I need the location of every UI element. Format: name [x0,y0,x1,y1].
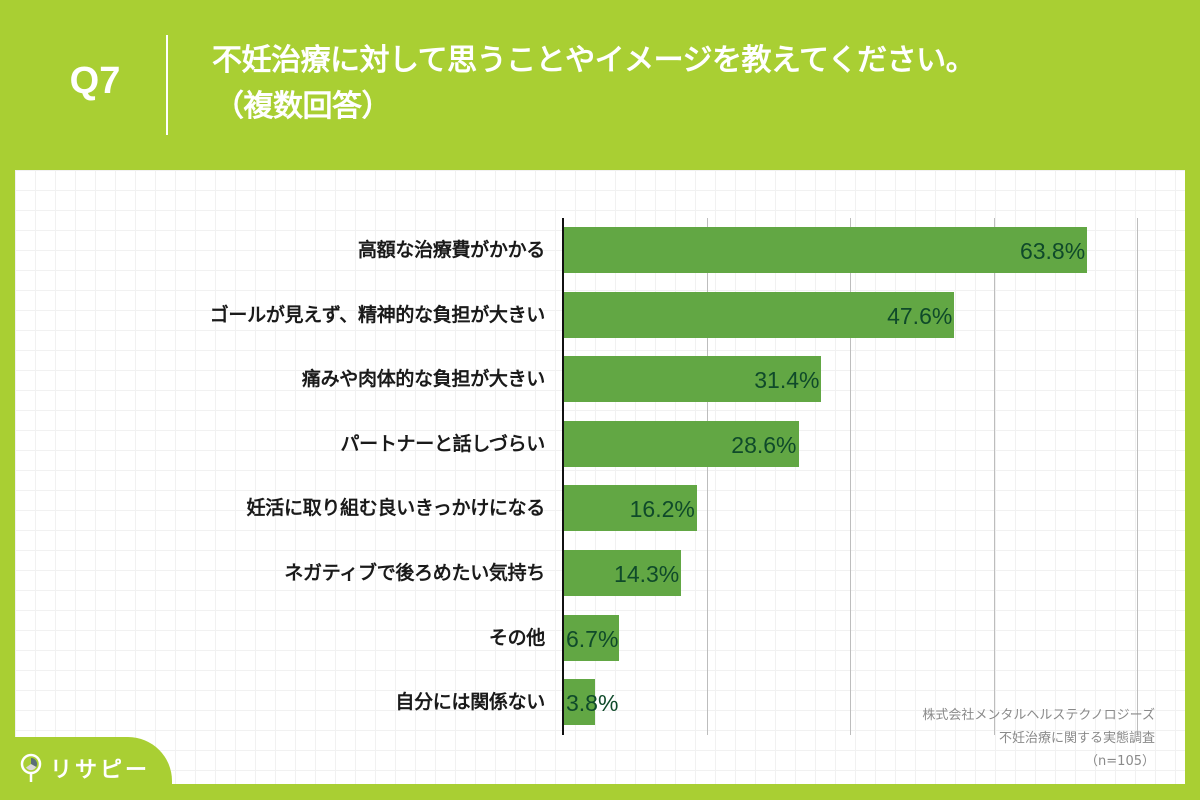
bar: 28.6% [564,420,799,467]
source-survey: 不妊治療に関する実態調査 [998,731,1155,746]
category-label: パートナーと話しづらい [340,432,545,455]
header-question-number: Q7 [69,60,121,102]
bar-value-label: 47.6% [887,302,953,329]
category-label: 妊活に取り組む良いきっかけになる [246,497,546,520]
bar: 31.4% [564,356,822,403]
gridline [706,218,708,735]
category-label: 痛みや肉体的な負担が大きい [301,368,545,391]
title-line-2: （複数回答） [214,89,392,124]
bar-value-label: 16.2% [629,496,695,523]
category-label: 自分には関係ない [395,691,545,714]
source-company: 株式会社メンタルヘルステクノロジーズ [922,708,1155,723]
category-label: ゴールが見えず、精神的な負担が大きい [209,303,546,326]
category-label: 高額な治療費がかかる [357,239,545,261]
bar: 47.6% [564,291,955,338]
header-divider [166,35,168,135]
gridline [850,218,851,735]
category-label: その他 [488,626,545,649]
bar-value-label: 14.3% [614,561,680,587]
bar: 16.2% [564,485,697,532]
bar-row: 高額な治療費がかかる 63.8% [15,227,1185,273]
category-label: ネガティブで後ろめたい気持ち [284,562,545,584]
bar: 63.8% [564,227,1088,273]
bar-row: 痛みや肉体的な負担が大きい 31.4% [15,356,1185,403]
bar-value-label: 63.8% [1019,238,1086,264]
brand-logo: リサピー [20,752,150,784]
chart-panel: 高額な治療費がかかる 63.8% ゴールが見えず、精神的な負担が大きい 47.6% 痛み… [15,170,1185,784]
gridline [993,218,995,735]
source-sample-size: （n=105） [1085,754,1155,769]
pin-pie-icon [20,753,42,782]
bar-row: その他 6.7% [15,614,1185,661]
bar: 6.7% [564,614,619,661]
bar-row: パートナーと話しづらい 28.6% [15,420,1185,467]
source-note: 株式会社メンタルヘルステクノロジーズ 不妊治療に関する実態調査 （n=105） [922,704,1155,773]
y-axis-line [562,218,564,735]
bar-value-label: 31.4% [754,367,820,394]
logo-text: リサピー [50,758,151,783]
page-title: 不妊治療に対して思うことやイメージを教えてください。 （複数回答） [212,38,976,130]
bar: 14.3% [564,550,682,596]
bar-row: ゴールが見えず、精神的な負担が大きい 47.6% [15,291,1185,338]
bar-row: ネガティブで後ろめたい気持ち 14.3% [15,550,1185,596]
bar-row: 自分には関係ない 3.8% [15,679,1185,726]
bar-row: 妊活に取り組む良いきっかけになる 16.2% [15,485,1185,532]
title-line-1: 不妊治療に対して思うことやイメージを教えてください。 [212,43,976,78]
bar-value-label: 6.7% [566,625,619,652]
bar-value-label: 3.8% [566,690,619,717]
gridline [1137,218,1138,735]
bar: 3.8% [564,679,618,726]
bar-value-label: 28.6% [731,431,797,458]
